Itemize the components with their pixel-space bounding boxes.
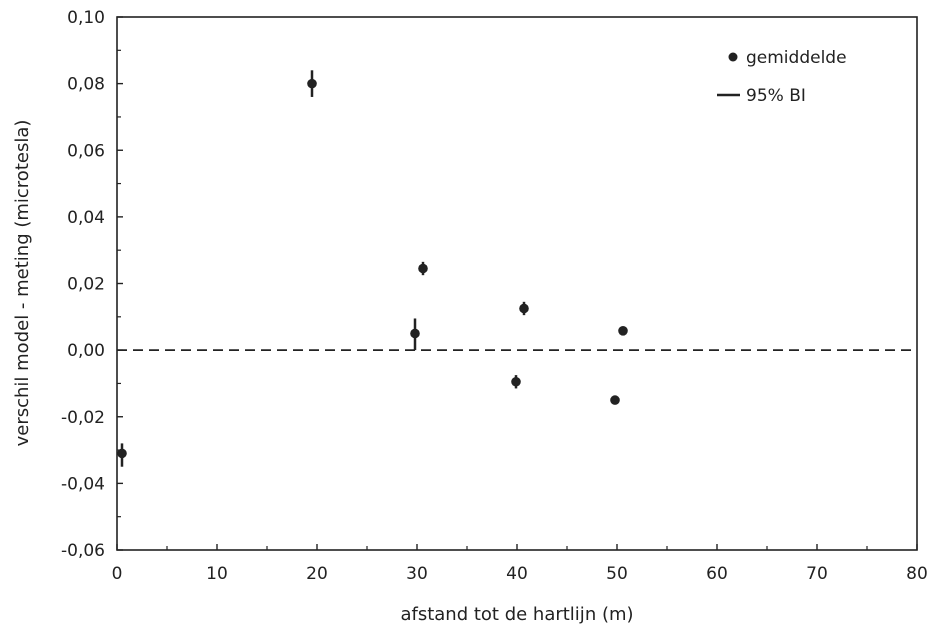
- y-axis-title: verschil model - meting (microtesla): [12, 120, 33, 447]
- x-axis-title: afstand tot de hartlijn (m): [400, 604, 633, 625]
- data-series: [117, 70, 628, 467]
- x-tick-label: 10: [206, 564, 228, 584]
- x-tick-label: 80: [906, 564, 928, 584]
- x-tick-label: 0: [112, 564, 123, 584]
- y-tick-label: 0,08: [67, 75, 105, 95]
- x-tick-label: 30: [406, 564, 428, 584]
- x-tick-label: 60: [706, 564, 728, 584]
- data-point: [511, 376, 521, 387]
- x-tick-label: 50: [606, 564, 628, 584]
- legend-mean-label: gemiddelde: [746, 48, 847, 68]
- x-tick-label: 40: [506, 564, 528, 584]
- legend: gemiddelde 95% BI: [717, 48, 847, 106]
- legend-ci-label: 95% BI: [746, 86, 806, 106]
- y-tick-label: 0,04: [67, 208, 105, 228]
- x-tick-label: 20: [306, 564, 328, 584]
- data-point: [117, 448, 127, 459]
- y-tick-label: 0,00: [67, 341, 105, 361]
- y-tick-label: -0,06: [61, 541, 105, 561]
- data-point: [610, 395, 620, 405]
- data-point: [307, 78, 317, 89]
- x-axis: 0 10 20 30 40 50 60 70 80: [112, 544, 928, 584]
- legend-mean-marker-icon: [728, 52, 738, 62]
- data-point: [418, 263, 428, 274]
- y-axis: -0,06 -0,04 -0,02 0,00 0,02 0,04 0,06 0,08 0,10: [61, 8, 123, 561]
- y-tick-label: -0,02: [61, 408, 105, 428]
- y-tick-label: 0,10: [67, 8, 105, 28]
- data-point: [618, 326, 628, 336]
- y-tick-label: 0,06: [67, 141, 105, 161]
- y-tick-label: -0,04: [61, 474, 105, 494]
- data-point: [519, 303, 529, 314]
- data-point: [410, 328, 420, 339]
- y-tick-label: 0,02: [67, 275, 105, 295]
- x-tick-label: 70: [806, 564, 828, 584]
